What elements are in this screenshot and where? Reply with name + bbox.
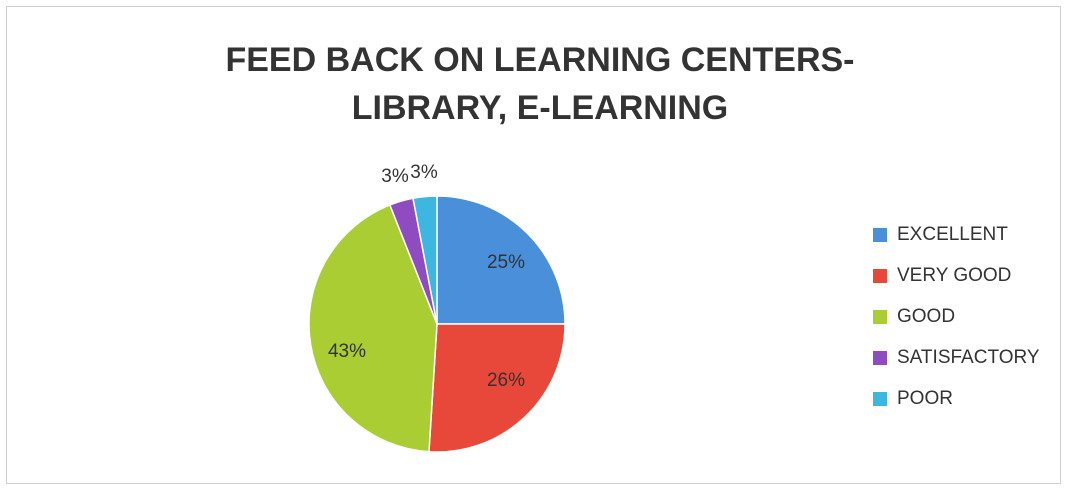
data-label-good: 43%	[328, 341, 366, 362]
data-label-excellent: 25%	[487, 252, 525, 273]
legend-swatch-satisfactory	[873, 350, 887, 365]
legend-swatch-excellent	[873, 227, 887, 242]
legend-label-good: GOOD	[897, 305, 956, 327]
legend-label-satisfactory: SATISFACTORY	[897, 346, 1040, 368]
legend-swatch-very-good	[873, 268, 887, 283]
pie-slice-very-good	[428, 323, 566, 453]
legend-item-very-good: VERY GOOD	[873, 255, 1040, 296]
pie-slice-good	[308, 204, 438, 453]
pie-slice-poor	[412, 195, 438, 325]
legend-label-very-good: VERY GOOD	[897, 264, 1012, 286]
legend: EXCELLENT VERY GOOD GOOD SATISFACTORY PO…	[873, 214, 1040, 419]
legend-item-poor: POOR	[873, 378, 1040, 419]
chart-title-line-2: LIBRARY, E-LEARNING	[351, 89, 729, 127]
legend-item-excellent: EXCELLENT	[873, 214, 1040, 255]
chart-title-line-1: FEED BACK ON LEARNING CENTERS-	[225, 41, 855, 79]
chart-title: FEED BACK ON LEARNING CENTERS- LIBRARY, …	[0, 36, 1069, 132]
data-label-very-good: 26%	[487, 370, 525, 391]
pie-slice-excellent	[436, 195, 566, 325]
legend-label-excellent: EXCELLENT	[897, 223, 1008, 245]
data-label-satisfactory: 3%	[381, 166, 409, 187]
legend-swatch-poor	[873, 391, 887, 406]
legend-item-good: GOOD	[873, 296, 1040, 337]
data-label-poor: 3%	[410, 162, 438, 183]
legend-swatch-good	[873, 309, 887, 324]
legend-item-satisfactory: SATISFACTORY	[873, 337, 1040, 378]
legend-label-poor: POOR	[897, 387, 953, 409]
